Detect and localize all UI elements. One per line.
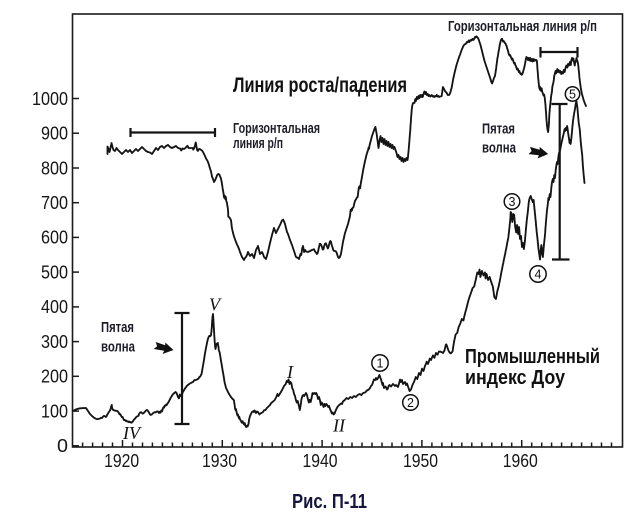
svg-text:1930: 1930: [202, 451, 237, 471]
svg-text:3: 3: [509, 195, 516, 209]
svg-text:волна: волна: [101, 340, 136, 356]
svg-text:I: I: [286, 362, 294, 382]
svg-text:1000: 1000: [32, 88, 68, 109]
svg-text:300: 300: [41, 331, 68, 352]
svg-text:600: 600: [41, 227, 68, 248]
svg-text:1940: 1940: [303, 451, 338, 471]
svg-text:900: 900: [41, 123, 68, 144]
svg-text:700: 700: [41, 192, 68, 213]
svg-text:1: 1: [377, 356, 384, 370]
svg-text:4: 4: [535, 267, 542, 281]
svg-text:5: 5: [569, 87, 576, 101]
svg-text:Рис. П-11: Рис. П-11: [292, 491, 367, 513]
svg-text:800: 800: [41, 157, 68, 178]
svg-text:V: V: [209, 295, 222, 315]
svg-text:линия р/п: линия р/п: [233, 136, 283, 152]
svg-text:Промышленный: Промышленный: [465, 346, 600, 368]
svg-text:1960: 1960: [503, 451, 538, 471]
svg-text:0: 0: [57, 435, 68, 456]
svg-text:волна: волна: [482, 141, 517, 157]
svg-text:Пятая: Пятая: [101, 320, 134, 336]
svg-text:индекс Доу: индекс Доу: [465, 367, 566, 389]
svg-text:Горизонтальная: Горизонтальная: [233, 121, 320, 137]
svg-text:100: 100: [41, 400, 68, 421]
svg-text:Пятая: Пятая: [482, 122, 515, 138]
svg-text:1920: 1920: [104, 451, 139, 471]
svg-text:II: II: [332, 416, 346, 436]
svg-text:400: 400: [41, 296, 68, 317]
svg-text:IV: IV: [122, 423, 142, 443]
svg-text:1950: 1950: [403, 451, 438, 471]
svg-text:Горизонтальная линия р/п: Горизонтальная линия р/п: [448, 19, 597, 35]
svg-text:2: 2: [407, 396, 414, 410]
svg-text:200: 200: [41, 366, 68, 387]
svg-text:500: 500: [41, 261, 68, 282]
svg-text:Линия роста/падения: Линия роста/падения: [233, 74, 407, 97]
